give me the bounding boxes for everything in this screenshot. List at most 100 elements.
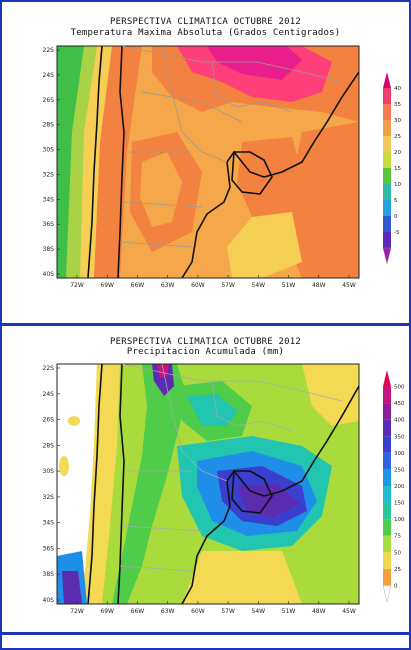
legend-swatch [383,386,391,404]
lon-tick-label: 72W [70,608,84,615]
lat-tick-label: 38S [43,571,55,578]
lon-tick-label: 69W [100,282,114,289]
legend-swatch [383,216,391,232]
legend-swatch [383,232,391,248]
precipitation-lat-ticks: 22S 24S 26S 28S 30S 32S 34S 36S 38S 40S [43,365,60,604]
legend-swatch [383,502,391,520]
lon-tick-label: 54W [252,608,266,615]
precipitation-title-line1: PERSPECTIVA CLIMATICA OCTUBRE 2012 [109,337,302,347]
legend-label: 75 [394,534,401,540]
lat-tick-label: 32S [43,494,55,501]
lon-tick-label: 63W [161,608,175,615]
legend-swatch [383,519,391,536]
lat-tick-label: 22S [43,47,55,54]
legend-swatch [383,552,391,569]
lon-tick-label: 48W [312,608,326,615]
legend-swatch [383,88,391,104]
legend-swatch [383,403,391,420]
temperature-field [57,46,359,278]
temperature-plot-frame [56,45,360,279]
legend-swatch [383,200,391,216]
lat-tick-label: 26S [43,417,55,424]
lat-tick-label: 32S [43,171,55,178]
temperature-legend: 40 35 30 25 20 15 10 5 0 -5 [382,72,401,265]
legend-label: 0 [394,214,398,220]
lat-tick-label: 40S [43,597,55,604]
lat-tick-label: 26S [43,97,55,104]
temperature-panel: PERSPECTIVA CLIMATICA OCTUBRE 2012 Tempe… [2,2,409,322]
precipitation-lon-ticks: 72W 69W 66W 63W 60W 57W 54W 51W 48W 45W [70,601,356,615]
lat-tick-label: 36S [43,221,55,228]
legend-swatch [383,568,391,586]
lon-tick-label: 51W [282,282,296,289]
lat-tick-label: 34S [43,196,55,203]
legend-label: 300 [394,451,405,457]
lon-tick-label: 69W [100,608,114,615]
lat-tick-label: 30S [43,468,55,475]
precipitation-field [57,364,359,604]
legend-swatch [383,452,391,470]
lat-tick-label: 36S [43,545,55,552]
legend-swatch [383,152,391,168]
temperature-map: 22S 24S 26S 28S 30S 32S 34S 36S 38S 40S 72W 69W 66W… [43,45,401,289]
precipitation-title-line2: Precipitacion Acumulada (mm) [126,347,285,357]
legend-swatch [383,120,391,136]
legend-label: 100 [394,517,405,523]
legend-label: 20 [394,150,401,156]
legend-label: 350 [394,434,405,440]
legend-label: -5 [394,230,400,236]
legend-label: 30 [394,118,401,124]
precipitation-panel: PERSPECTIVA CLIMATICA OCTUBRE 2012 Preci… [2,326,409,630]
legend-swatch [383,486,391,503]
legend-label: 5 [394,198,398,204]
legend-label: 10 [394,182,401,188]
legend-swatch [382,585,392,603]
legend-swatch [383,436,391,453]
lat-tick-label: 28S [43,442,55,449]
legend-label: 25 [394,567,401,573]
temperature-title-line2: Temperatura Maxima Absoluta (Grados Cent… [70,28,341,38]
legend-label: 150 [394,501,405,507]
lon-tick-label: 57W [221,282,235,289]
legend-label: 200 [394,484,405,490]
legend-swatch [383,469,391,486]
legend-label: 500 [394,385,405,391]
lat-tick-label: 34S [43,520,55,527]
legend-label: 400 [394,418,405,424]
panel-divider-2 [0,632,411,635]
lat-tick-label: 28S [43,122,55,129]
lat-tick-label: 30S [43,147,55,154]
lon-tick-label: 54W [252,282,266,289]
precipitation-borders [119,364,343,572]
legend-label: 25 [394,134,401,140]
legend-swatch [383,136,391,152]
legend-swatch [383,104,391,120]
lon-tick-label: 57W [221,608,235,615]
legend-label: 250 [394,467,405,473]
precipitation-map: 22S 24S 26S 28S 30S 32S 34S 36S 38S 40S 72W 69W 66W… [43,363,405,615]
legend-label: 450 [394,401,405,407]
lat-tick-label: 24S [43,391,55,398]
lon-tick-label: 63W [161,282,175,289]
precipitation-coastlines [87,364,359,604]
legend-swatch [383,72,391,88]
panel-divider-1 [0,323,411,326]
lat-tick-label: 22S [43,365,55,372]
legend-label: 35 [394,102,401,108]
legend-swatch [383,168,391,184]
legend-swatch [383,370,391,387]
legend-label: 0 [394,583,398,589]
lon-tick-label: 60W [191,282,205,289]
lon-tick-label: 48W [312,282,326,289]
lon-tick-label: 66W [131,608,145,615]
lat-tick-label: 38S [43,246,55,253]
legend-swatch [383,419,391,437]
lon-tick-label: 45W [342,282,356,289]
temperature-lon-ticks: 72W 69W 66W 63W 60W 57W 54W 51W 48W 45W [70,275,356,289]
lon-tick-label: 51W [282,608,296,615]
lon-tick-label: 72W [70,282,84,289]
temperature-title-line1: PERSPECTIVA CLIMATICA OCTUBRE 2012 [109,17,302,27]
legend-swatch [383,535,391,553]
lon-tick-label: 66W [131,282,145,289]
legend-swatch [382,247,392,265]
